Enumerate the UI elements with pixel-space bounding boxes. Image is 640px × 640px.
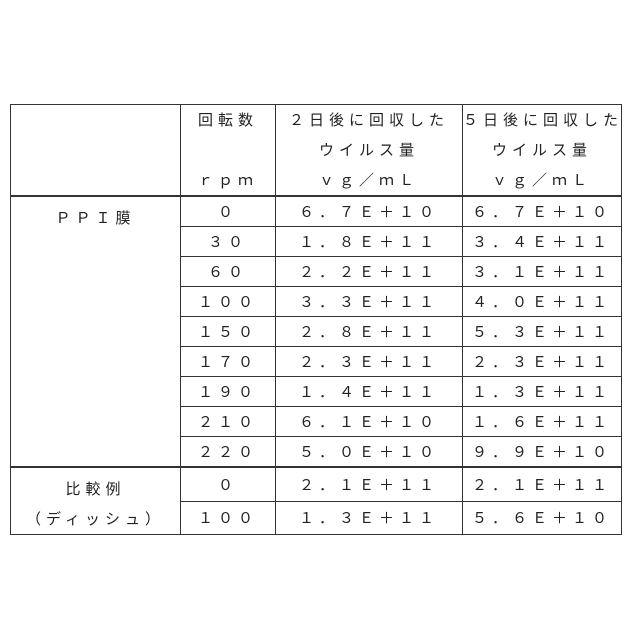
rpm-cell: ６０ — [181, 257, 276, 287]
header-rpm-line2 — [181, 135, 275, 165]
day2-cell: １．４Ｅ＋１１ — [276, 377, 463, 407]
header-day5-line1: ５日後に回収した — [463, 105, 621, 135]
day5-cell: ２．１Ｅ＋１１ — [463, 467, 622, 501]
day5-cell: ６．７Ｅ＋１０ — [463, 196, 622, 227]
rpm-cell: ０ — [181, 467, 276, 501]
header-day2: ２日後に回収した ウイルス量 ｖｇ／ｍＬ — [276, 105, 463, 197]
rpm-cell: ２１０ — [181, 407, 276, 437]
day5-cell: ５．３Ｅ＋１１ — [463, 317, 622, 347]
day2-cell: ２．１Ｅ＋１１ — [276, 467, 463, 501]
header-rpm-line1: 回転数 — [181, 105, 275, 135]
day2-cell: ２．２Ｅ＋１１ — [276, 257, 463, 287]
day2-cell: ６．７Ｅ＋１０ — [276, 196, 463, 227]
day2-cell: ３．３Ｅ＋１１ — [276, 287, 463, 317]
rpm-cell: １００ — [181, 287, 276, 317]
day2-cell: ２．８Ｅ＋１１ — [276, 317, 463, 347]
group-label-line: 比較例 — [11, 474, 180, 504]
header-row: 回転数 ｒｐｍ ２日後に回収した ウイルス量 ｖｇ／ｍＬ ５日後に回収した ウイ… — [11, 105, 622, 197]
day5-cell: ３．４Ｅ＋１１ — [463, 227, 622, 257]
group-label: 比較例（ディッシュ） — [11, 467, 181, 535]
header-day2-line2: ウイルス量 — [276, 135, 462, 165]
header-day5: ５日後に回収した ウイルス量 ｖｇ／ｍＬ — [463, 105, 622, 197]
day5-cell: １．６Ｅ＋１１ — [463, 407, 622, 437]
table-row: ＰＰＩ膜０６．７Ｅ＋１０６．７Ｅ＋１０ — [11, 196, 622, 227]
day5-cell: ３．１Ｅ＋１１ — [463, 257, 622, 287]
rpm-cell: １００ — [181, 501, 276, 534]
rpm-cell: １７０ — [181, 347, 276, 377]
rpm-cell: ２２０ — [181, 437, 276, 468]
day2-cell: ６．１Ｅ＋１０ — [276, 407, 463, 437]
header-rpm-unit: ｒｐｍ — [181, 165, 275, 195]
virus-yield-table: 回転数 ｒｐｍ ２日後に回収した ウイルス量 ｖｇ／ｍＬ ５日後に回収した ウイ… — [10, 104, 622, 535]
header-empty-cell — [11, 105, 181, 197]
header-day2-unit: ｖｇ／ｍＬ — [276, 165, 462, 195]
rpm-cell: １５０ — [181, 317, 276, 347]
day5-cell: ９．９Ｅ＋１０ — [463, 437, 622, 468]
day2-cell: ２．３Ｅ＋１１ — [276, 347, 463, 377]
group-label: ＰＰＩ膜 — [11, 196, 181, 467]
header-day5-line2: ウイルス量 — [463, 135, 621, 165]
rpm-cell: ０ — [181, 196, 276, 227]
group-label-line: （ディッシュ） — [11, 504, 180, 534]
day5-cell: ５．６Ｅ＋１０ — [463, 501, 622, 534]
header-day5-unit: ｖｇ／ｍＬ — [463, 165, 621, 195]
day2-cell: ５．０Ｅ＋１０ — [276, 437, 463, 468]
header-day2-line1: ２日後に回収した — [276, 105, 462, 135]
rpm-cell: ３０ — [181, 227, 276, 257]
day5-cell: ４．０Ｅ＋１１ — [463, 287, 622, 317]
day2-cell: １．３Ｅ＋１１ — [276, 501, 463, 534]
table-row: 比較例（ディッシュ）０２．１Ｅ＋１１２．１Ｅ＋１１ — [11, 467, 622, 501]
rpm-cell: １９０ — [181, 377, 276, 407]
header-rpm: 回転数 ｒｐｍ — [181, 105, 276, 197]
group-label-line: ＰＰＩ膜 — [11, 203, 180, 233]
day2-cell: １．８Ｅ＋１１ — [276, 227, 463, 257]
day5-cell: １．３Ｅ＋１１ — [463, 377, 622, 407]
day5-cell: ２．３Ｅ＋１１ — [463, 347, 622, 377]
